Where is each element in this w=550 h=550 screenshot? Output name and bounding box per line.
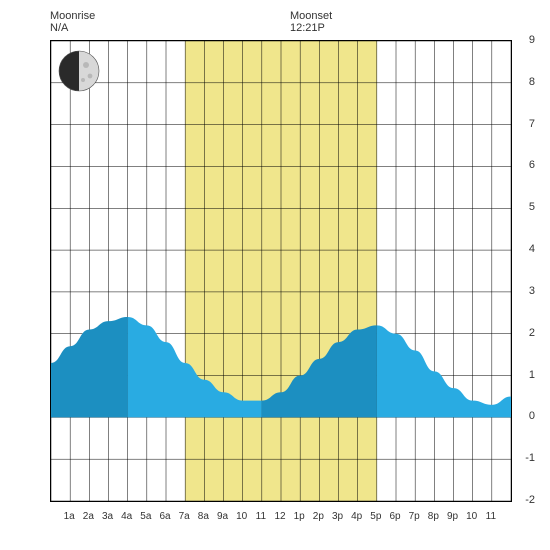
x-tick-label: 6p: [389, 511, 400, 522]
x-tick-label: 5p: [370, 511, 381, 522]
moonset-value: 12:21P: [290, 22, 332, 34]
x-tick-label: 9p: [447, 511, 458, 522]
y-tick-label: 0: [529, 410, 535, 422]
y-tick-label: 5: [529, 201, 535, 213]
x-tick-label: 7p: [409, 511, 420, 522]
x-tick-label: 4p: [351, 511, 362, 522]
x-tick-label: 5a: [140, 511, 151, 522]
x-tick-label: 2a: [83, 511, 94, 522]
x-tick-label: 7a: [179, 511, 190, 522]
x-tick-label: 3p: [332, 511, 343, 522]
x-tick-label: 1p: [294, 511, 305, 522]
tide-chart: Moonrise N/A Moonset 12:21P 1a 2a 3a 4a 5a 6a…: [10, 10, 540, 540]
y-tick-label: 9: [529, 34, 535, 46]
y-tick-label: -2: [525, 494, 535, 506]
x-tick-label: 11: [256, 511, 266, 522]
x-tick-label: 11: [486, 511, 496, 522]
x-tick-label: 4a: [121, 511, 132, 522]
moonset-block: Moonset 12:21P: [290, 10, 332, 34]
x-tick-label: 10: [236, 511, 247, 522]
x-tick-label: 8a: [198, 511, 209, 522]
x-tick-label: 8p: [428, 511, 439, 522]
y-tick-label: 4: [529, 243, 535, 255]
x-tick-label: 12: [274, 511, 285, 522]
x-tick-label: 1a: [64, 511, 75, 522]
plot-svg: [51, 41, 511, 501]
y-tick-label: 3: [529, 285, 535, 297]
y-tick-label: 1: [529, 369, 535, 381]
x-tick-label: 2p: [313, 511, 324, 522]
moonrise-label: Moonrise: [50, 10, 95, 22]
y-tick-label: 6: [529, 159, 535, 171]
x-tick-label: 9a: [217, 511, 228, 522]
plot-area: [50, 40, 512, 502]
moonrise-block: Moonrise N/A: [50, 10, 95, 34]
y-tick-label: 2: [529, 327, 535, 339]
y-tick-label: 7: [529, 118, 535, 130]
moonset-label: Moonset: [290, 10, 332, 22]
x-tick-label: 10: [466, 511, 477, 522]
y-tick-label: 8: [529, 76, 535, 88]
x-tick-label: 6a: [159, 511, 170, 522]
x-tick-label: 3a: [102, 511, 113, 522]
y-tick-label: -1: [525, 452, 535, 464]
moon-phase-icon: [58, 50, 100, 92]
moonrise-value: N/A: [50, 22, 95, 34]
